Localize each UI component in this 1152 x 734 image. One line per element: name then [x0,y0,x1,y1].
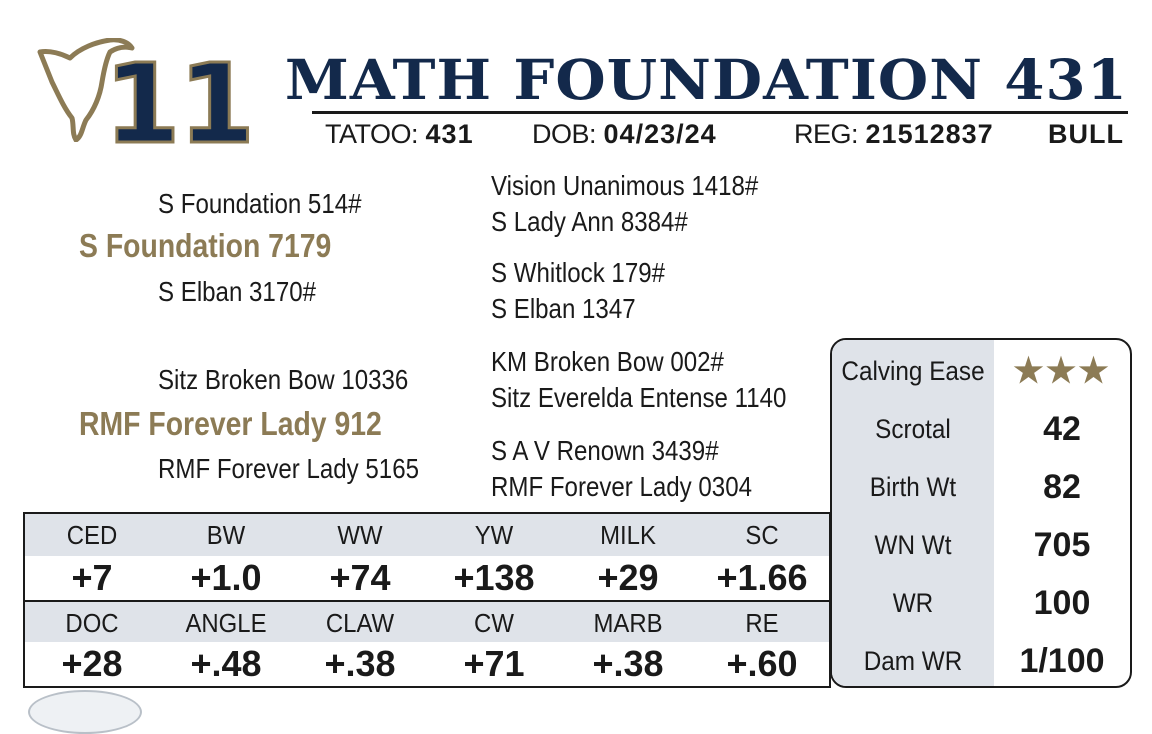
epd-header: MARB [593,608,663,638]
epd-header-row: DOC ANGLE CLAW CW MARB RE [25,602,829,644]
stat-label: WR [892,588,934,618]
pedigree-sire-sire-dam: S Lady Ann 8384# [491,206,688,237]
stat-row-birth-wt: Birth Wt 82 [832,458,1130,516]
epd-header: CW [474,608,514,638]
pedigree-sire-sire: S Foundation 514# [158,188,362,219]
epd-value: +1.66 [716,557,808,598]
stat-row-scrotal: Scrotal 42 [832,400,1130,458]
stat-label: Birth Wt [869,472,957,502]
epd-value: +.60 [726,643,798,684]
stat-label: Dam WR [863,646,963,676]
epd-header: SC [745,520,779,550]
pedigree-dam-dam: RMF Forever Lady 5165 [158,453,419,484]
stat-label: WN Wt [874,530,952,560]
stats-label-column [832,340,994,686]
epd-table: CED BW WW YW MILK SC +7 +1.0 +74 +138 +2… [23,512,831,688]
epd-value: +.38 [324,643,396,684]
stat-label: Scrotal [875,414,951,444]
registration-field: REG: 21512837 [794,116,994,152]
epd-header-row: CED BW WW YW MILK SC [25,514,829,556]
sex-value: BULL [1048,119,1124,149]
epd-header: WW [337,520,383,550]
pedigree-dam: RMF Forever Lady 912 [79,405,382,442]
stat-value: 42 [1043,410,1081,448]
pedigree-dam-sire-sire: KM Broken Bow 002# [491,346,724,377]
pedigree-sire-dam-sire: S Whitlock 179# [491,257,666,288]
dob-field: DOB: 04/23/24 [532,116,717,152]
tattoo-field: TATOO: 431 [325,116,474,152]
calving-ease-stars-icon: ★★★ [1013,352,1111,390]
stat-label: Calving Ease [841,356,985,386]
stat-row-wn-wt: WN Wt 705 [832,516,1130,574]
epd-header: RE [745,608,779,638]
tattoo-label: TATOO: [325,119,419,149]
stat-value: 705 [1033,526,1091,564]
epd-value: +74 [329,557,391,598]
title-divider [312,111,1128,114]
stat-row-dam-wr: Dam WR 1/100 [832,632,1130,686]
epd-value: +138 [453,557,535,598]
animal-name-title: MATH FOUNDATION 431 [284,47,1128,112]
stat-row-calving-ease: Calving Ease ★★★ [832,342,1130,400]
epd-header: BW [206,520,246,550]
cow-head-logo-icon [37,38,135,142]
epd-header: ANGLE [185,608,267,638]
registration-value: 21512837 [865,119,994,149]
tattoo-value: 431 [425,119,474,149]
pedigree-sire-dam-dam: S Elban 1347 [491,293,636,324]
epd-value: +71 [463,643,525,684]
registration-label: REG: [794,119,859,149]
epd-value-row: +28 +.48 +.38 +71 +.38 +.60 [25,642,829,686]
epd-header: CED [66,520,118,550]
epd-value: +.38 [592,643,664,684]
epd-value-row: +7 +1.0 +74 +138 +29 +1.66 [25,556,829,600]
stat-value: 1/100 [1019,642,1105,680]
epd-value: +1.0 [190,557,262,598]
pedigree-sire: S Foundation 7179 [79,227,332,264]
stat-value: 100 [1033,584,1091,622]
partial-badge-icon [28,690,142,734]
stat-row-wr: WR 100 [832,574,1130,632]
pedigree-dam-sire-dam: Sitz Everelda Entense 1140 [491,382,787,413]
epd-value: +29 [597,557,659,598]
pedigree-dam-sire: Sitz Broken Bow 10336 [158,364,409,395]
epd-header: YW [474,520,514,550]
performance-stats-box: Calving Ease ★★★ Scrotal 42 Birth Wt 82 … [830,338,1132,688]
epd-value: +28 [61,643,123,684]
epd-header: CLAW [325,608,395,638]
epd-value: +.48 [190,643,262,684]
dob-value: 04/23/24 [603,119,717,149]
epd-row-divider [25,600,829,602]
dob-label: DOB: [532,119,597,149]
epd-header: MILK [600,520,656,550]
lot-number: 11 [102,40,256,168]
stat-value: 82 [1043,468,1081,506]
pedigree-sire-sire-sire: Vision Unanimous 1418# [491,170,759,201]
pedigree-dam-dam-sire: S A V Renown 3439# [491,435,719,466]
epd-header: DOC [65,608,119,638]
pedigree-dam-dam-dam: RMF Forever Lady 0304 [491,471,752,502]
epd-value: +7 [71,557,113,598]
pedigree-sire-dam: S Elban 3170# [158,276,316,307]
